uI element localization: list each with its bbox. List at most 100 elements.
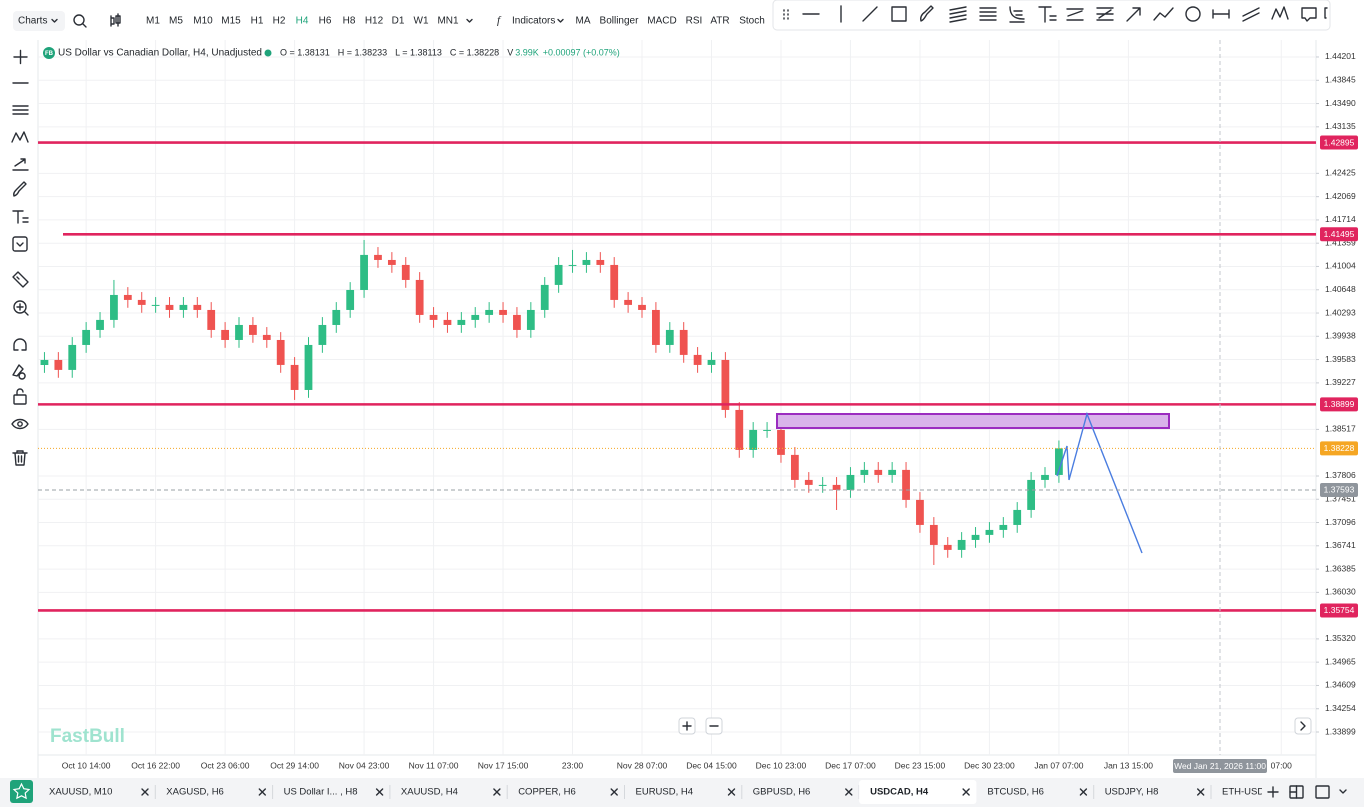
tab[interactable]: EURUSD, H4 — [636, 785, 743, 799]
tool-lines[interactable] — [12, 105, 29, 115]
tool-fib-fan[interactable] — [1009, 6, 1025, 23]
tool-delete[interactable] — [12, 450, 28, 466]
tool-circle[interactable] — [1185, 6, 1201, 22]
candle-body — [916, 499, 924, 525]
tab[interactable]: US Dollar I... , H8 — [284, 785, 391, 799]
tool-parallel[interactable] — [1242, 7, 1260, 22]
indicator-button[interactable]: ATR — [710, 16, 729, 27]
indicator-button[interactable]: MA — [576, 16, 591, 27]
timeframe-button[interactable]: H2 — [273, 16, 286, 27]
tab[interactable]: XAUUSD, H4 — [401, 785, 508, 799]
chart-type-icon[interactable] — [110, 13, 121, 27]
drawing-toolbar — [772, 0, 1331, 31]
tab[interactable]: USDCAD, H4 — [859, 780, 977, 804]
chevron — [557, 18, 564, 23]
indicator-button[interactable]: Stoch — [739, 16, 765, 27]
candle-body — [888, 469, 897, 475]
scroll-right[interactable] — [1294, 717, 1312, 735]
tab-close[interactable] — [727, 788, 736, 796]
search-icon[interactable] — [73, 14, 85, 26]
tab[interactable]: XAGUSD, H6 — [166, 785, 274, 799]
tab[interactable]: XAUUSD, M10 — [49, 785, 156, 799]
tab-close[interactable] — [258, 788, 266, 796]
timeframe-button[interactable]: M15 — [221, 16, 241, 27]
x-tick-label: Oct 29 14:00 — [270, 760, 319, 770]
tool-crosshair[interactable] — [13, 49, 28, 65]
tab-close[interactable] — [610, 788, 618, 796]
tool-text[interactable] — [12, 210, 29, 224]
tool-range[interactable] — [1212, 9, 1230, 19]
projection-path[interactable] — [1056, 411, 1143, 554]
tool-arrow[interactable] — [1126, 7, 1141, 22]
tool-path[interactable] — [1153, 7, 1174, 21]
x-tick-label: Jan 13 15:00 — [1104, 760, 1153, 770]
tab[interactable]: BTCUSD, H6 — [987, 785, 1095, 799]
tab-close[interactable] — [962, 788, 970, 796]
tool-pitchfork[interactable] — [1096, 7, 1114, 21]
tab-close[interactable] — [1079, 788, 1088, 796]
timeframe-button[interactable]: H12 — [365, 16, 384, 27]
tool-long[interactable] — [1301, 7, 1317, 22]
tab-close[interactable] — [493, 788, 501, 796]
timeframe-button[interactable]: H4 — [296, 16, 309, 27]
timeframe-button[interactable]: MN1 — [437, 16, 459, 27]
tool-zoom[interactable] — [13, 300, 27, 314]
tab[interactable]: ETH-USD — [1222, 787, 1264, 798]
tool-brush[interactable] — [13, 181, 27, 197]
charts-button[interactable] — [13, 11, 65, 31]
tab-close[interactable] — [375, 788, 384, 796]
fullscreen-button[interactable] — [1315, 785, 1330, 799]
timeframe-button[interactable]: M5 — [169, 16, 183, 27]
x-tick-label: Oct 23 06:00 — [201, 760, 250, 770]
y-tick-label: 1.37806 — [1325, 470, 1356, 480]
tool-more[interactable] — [1324, 7, 1328, 19]
tab-close[interactable] — [1197, 788, 1205, 796]
tool-magnet[interactable] — [13, 338, 27, 351]
tool-pattern[interactable] — [1271, 6, 1289, 20]
tab-close[interactable] — [141, 788, 149, 796]
tab-label: XAUUSD, H4 — [401, 787, 458, 798]
tool-lock[interactable] — [13, 394, 27, 405]
supply-zone[interactable] — [776, 413, 1170, 429]
indicator-button[interactable]: MACD — [647, 16, 676, 27]
tab[interactable]: COPPER, H6 — [518, 785, 625, 799]
indicator-button[interactable]: RSI — [686, 16, 703, 27]
timeframe-button[interactable]: M1 — [146, 16, 160, 27]
tab-menu[interactable] — [1339, 789, 1347, 794]
tool-fib[interactable] — [979, 7, 997, 21]
candle-body — [957, 539, 966, 550]
timeframe-button[interactable]: W1 — [414, 16, 429, 27]
tab-label: US Dollar I... , H8 — [284, 787, 358, 798]
plot — [40, 239, 1063, 565]
indicator-button[interactable]: Bollinger — [600, 16, 640, 27]
tool-lock-drawing[interactable] — [12, 364, 26, 380]
tool-visibility[interactable] — [11, 418, 29, 430]
timeframe-button[interactable]: H6 — [319, 16, 332, 27]
timeframe-button[interactable]: D1 — [392, 16, 405, 27]
favorites-button[interactable] — [10, 780, 33, 803]
timeframe-more[interactable] — [466, 18, 473, 23]
tool-trend[interactable] — [862, 6, 878, 22]
tool-rect[interactable] — [891, 6, 907, 22]
y-tick-label: 1.41359 — [1325, 237, 1356, 247]
tool-emoji[interactable] — [12, 236, 28, 252]
tool-channel[interactable] — [949, 6, 967, 23]
timeframe-button[interactable]: M10 — [193, 16, 213, 27]
tab-close[interactable] — [845, 788, 853, 796]
timeframe-button[interactable]: H8 — [343, 16, 356, 27]
add-tab[interactable] — [1267, 786, 1279, 798]
y-tick-label: 1.43845 — [1325, 75, 1356, 85]
search-icon-handle — [82, 23, 87, 28]
tool-text[interactable] — [1038, 6, 1057, 23]
tool-brush[interactable] — [920, 5, 934, 22]
tool-waves[interactable] — [11, 131, 29, 143]
tab[interactable]: USDJPY, H8 — [1105, 785, 1212, 799]
drag-handle[interactable] — [783, 9, 789, 20]
y-tick-label: 1.35320 — [1325, 633, 1356, 643]
tool-ruler[interactable] — [12, 271, 29, 288]
timeframe-button[interactable]: H1 — [251, 16, 264, 27]
indicators-button[interactable]: Indicators — [512, 16, 555, 27]
tool-trend-arrow[interactable] — [12, 158, 29, 171]
tool-regression[interactable] — [1066, 8, 1084, 21]
candle-body — [304, 344, 313, 390]
